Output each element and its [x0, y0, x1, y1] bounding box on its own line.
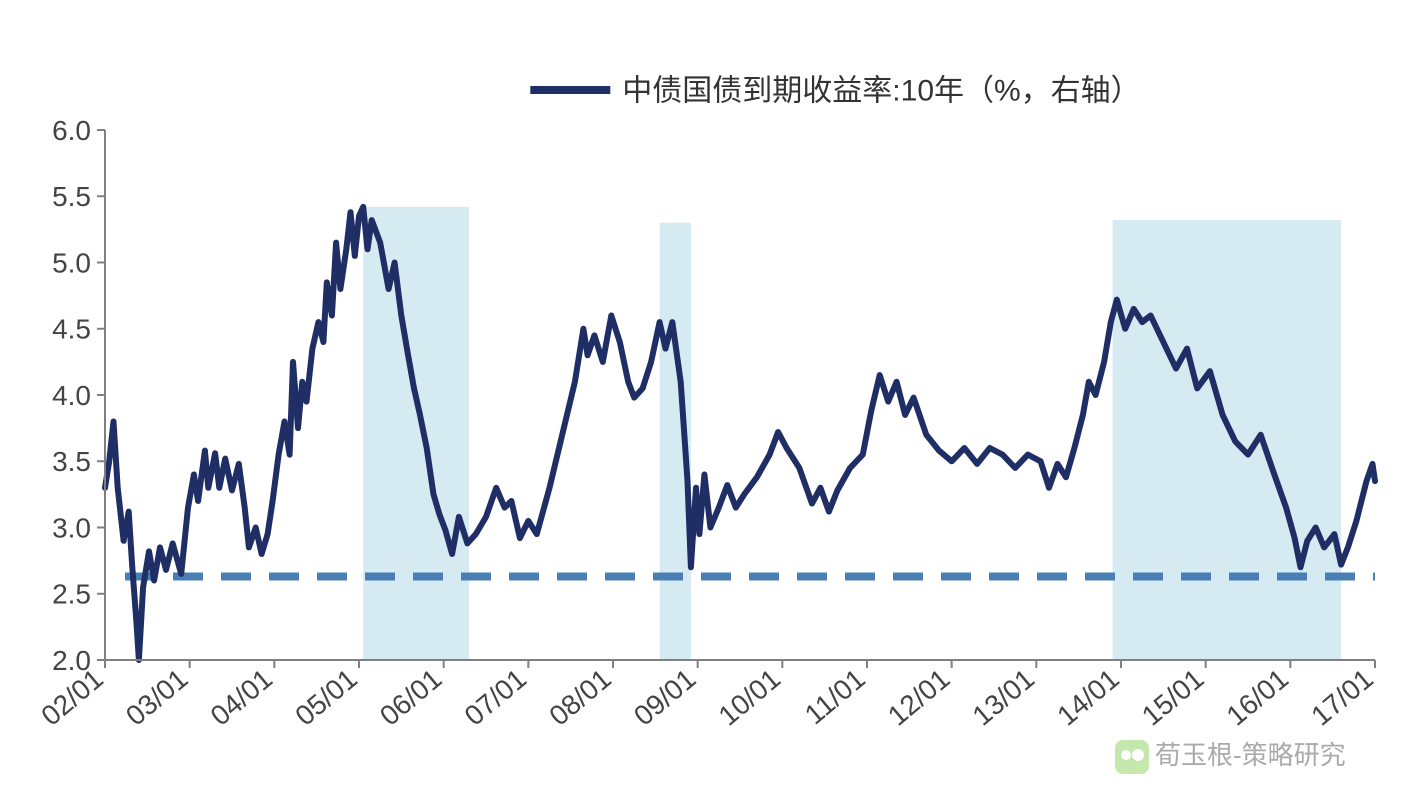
legend-label: 中债国债到期收益率:10年（%，右轴） [622, 75, 1140, 108]
x-tick-label: 15/01 [1136, 663, 1210, 732]
x-tick-label: 04/01 [205, 663, 279, 732]
chart-svg: 2.02.53.03.54.04.55.05.56.002/0103/0104/… [0, 0, 1418, 803]
x-tick-label: 16/01 [1221, 663, 1295, 732]
x-tick-label: 10/01 [713, 663, 787, 732]
x-tick-label: 12/01 [882, 663, 956, 732]
x-tick-label: 03/01 [120, 663, 194, 732]
x-tick-label: 17/01 [1305, 663, 1379, 732]
y-tick-label: 4.0 [52, 380, 91, 411]
x-tick-label: 06/01 [374, 663, 448, 732]
shaded-band [1113, 220, 1342, 660]
x-tick-label: 09/01 [628, 663, 702, 732]
x-tick-label: 08/01 [543, 663, 617, 732]
y-tick-label: 6.0 [52, 115, 91, 146]
chart-container: 2.02.53.03.54.04.55.05.56.002/0103/0104/… [0, 0, 1418, 803]
x-tick-label: 11/01 [799, 663, 871, 730]
x-tick-label: 05/01 [289, 663, 363, 732]
y-tick-label: 4.5 [52, 314, 91, 345]
y-tick-label: 2.5 [52, 579, 91, 610]
y-tick-label: 3.5 [52, 446, 91, 477]
x-tick-label: 07/01 [459, 663, 533, 732]
shaded-band [363, 207, 469, 660]
x-tick-label: 13/01 [967, 663, 1041, 732]
x-tick-label: 14/01 [1051, 663, 1125, 732]
y-tick-label: 5.5 [52, 181, 91, 212]
y-tick-label: 5.0 [52, 247, 91, 278]
y-tick-label: 3.0 [52, 512, 91, 543]
